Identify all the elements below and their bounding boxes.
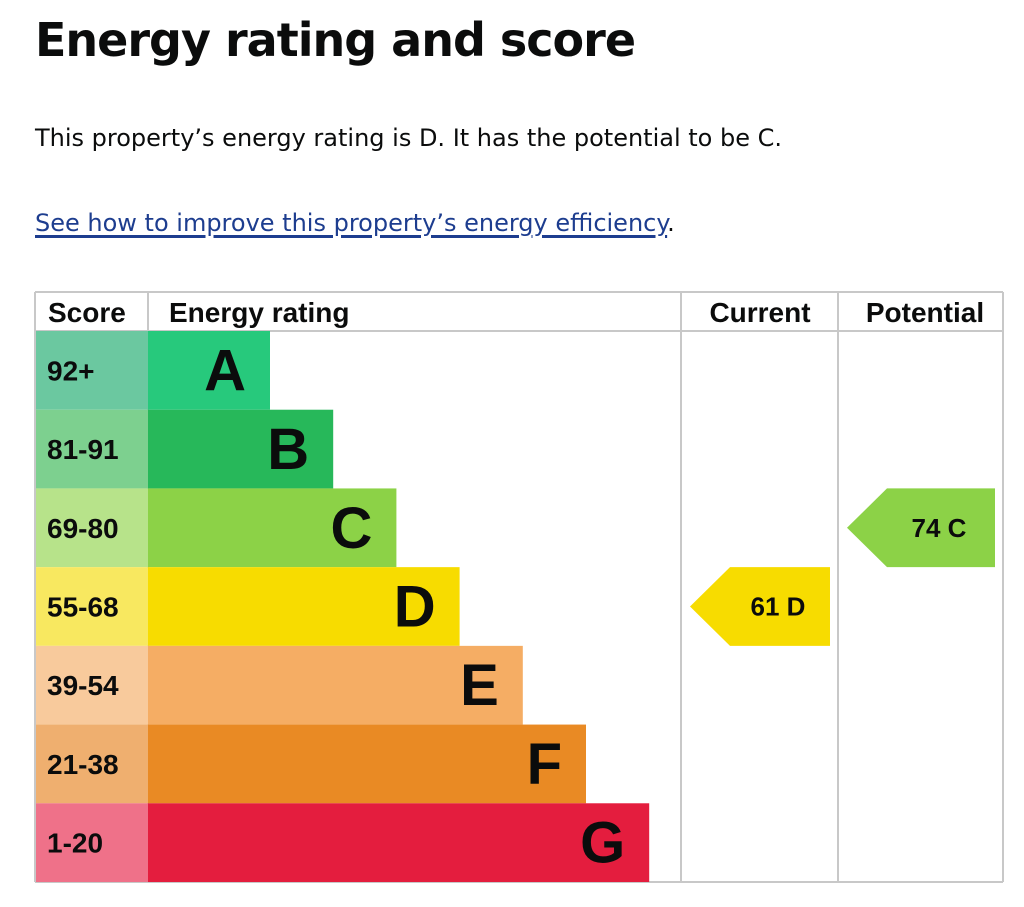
potential-rating-label: 74 C: [912, 513, 967, 543]
score-cell-d: [36, 567, 148, 646]
band-score-a: 92+: [47, 355, 95, 386]
band-letter-f: F: [527, 732, 562, 797]
current-rating-label: 61 D: [751, 592, 806, 622]
band-letter-e: E: [460, 653, 499, 718]
link-suffix: .: [667, 209, 675, 237]
header-energy-rating: Energy rating: [169, 297, 349, 328]
rating-arrows: 61 D 74 C: [690, 488, 995, 646]
score-cell-a: [36, 331, 148, 410]
current-arrow: [690, 567, 830, 646]
header-potential: Potential: [866, 297, 984, 328]
band-bar-g: [148, 803, 650, 882]
band-bar-a: [148, 331, 270, 410]
rating-bands: 92+ A 81-91 B 69-80 C 55-68 D 39-54 E 21-38 F 1-20 G: [36, 331, 650, 882]
improve-link-paragraph: See how to improve this property’s energ…: [35, 207, 675, 239]
header-score: Score: [48, 297, 126, 328]
score-cell-c: [36, 488, 148, 568]
band-letter-a: A: [204, 338, 246, 403]
rating-summary: This property’s energy rating is D. It h…: [35, 124, 782, 152]
band-bar-b: [148, 409, 334, 489]
band-score-b: 81-91: [47, 434, 119, 465]
band-score-e: 39-54: [47, 670, 119, 701]
band-score-c: 69-80: [47, 513, 119, 544]
band-letter-c: C: [331, 496, 373, 561]
band-bar-e: [148, 645, 523, 725]
band-letter-d: D: [394, 575, 436, 640]
score-cell-g: [36, 803, 148, 882]
band-bar-d: [148, 567, 460, 646]
band-letter-b: B: [267, 417, 309, 482]
score-cell-b: [36, 409, 148, 489]
band-score-g: 1-20: [47, 828, 103, 859]
band-score-f: 21-38: [47, 749, 119, 780]
header-current: Current: [709, 297, 810, 328]
band-bar-c: [148, 488, 397, 568]
score-cell-e: [36, 645, 148, 725]
band-bar-f: [148, 724, 586, 804]
page-title: Energy rating and score: [35, 13, 636, 67]
improve-efficiency-link[interactable]: See how to improve this property’s energ…: [35, 209, 668, 237]
band-score-d: 55-68: [47, 592, 119, 623]
potential-arrow: [847, 488, 995, 568]
score-cell-f: [36, 724, 148, 804]
band-letter-g: G: [580, 811, 625, 876]
